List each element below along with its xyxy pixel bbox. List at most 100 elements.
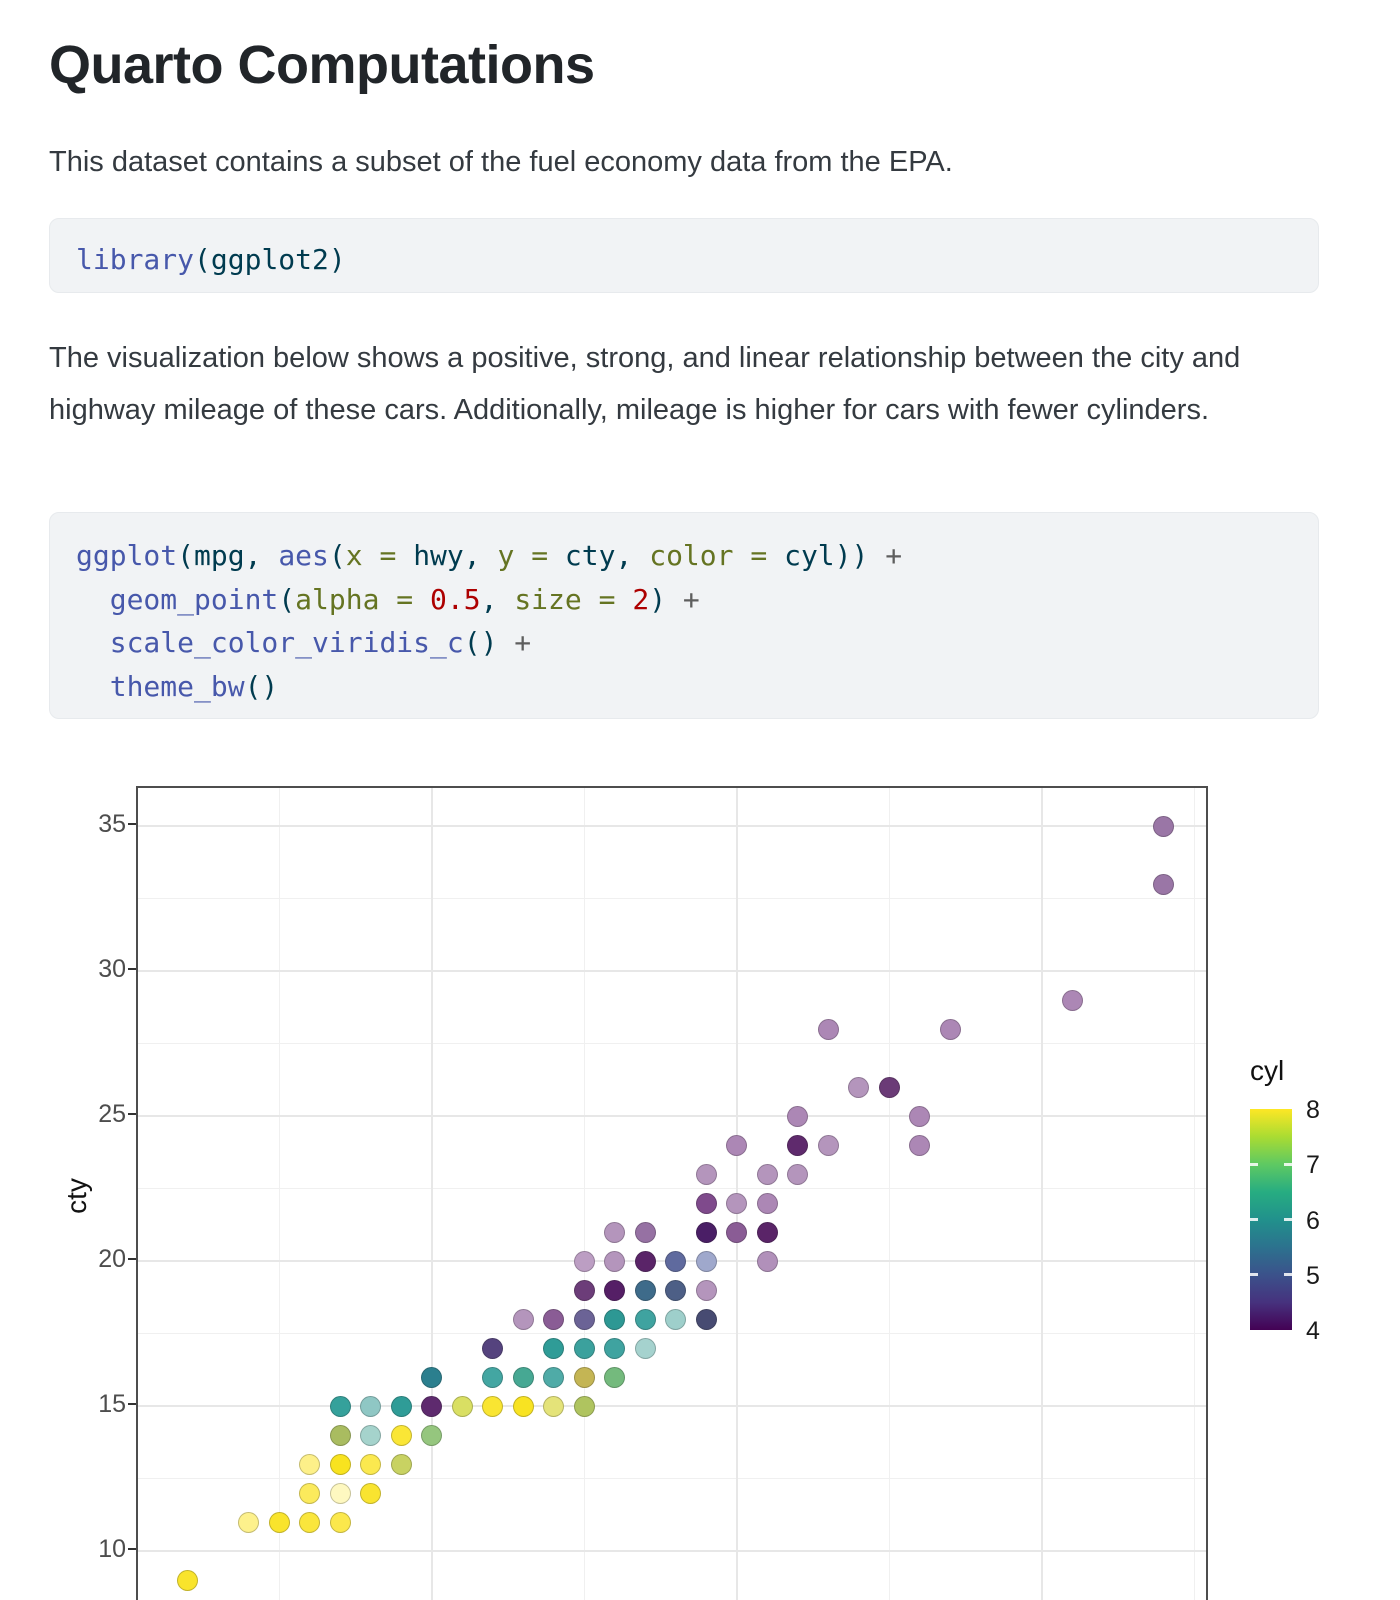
gridline-horizontal	[138, 1188, 1206, 1189]
data-point	[482, 1395, 503, 1417]
data-point	[634, 1221, 656, 1243]
code-block-ggplot: ggplot(mpg, aes(x = hwy, y = cty, color …	[49, 512, 1319, 719]
data-point	[939, 1018, 961, 1040]
data-point	[451, 1395, 473, 1417]
y-tick-label: 15	[98, 1390, 126, 1418]
gridline-horizontal	[138, 898, 1206, 899]
legend-colorbar-tick	[1284, 1162, 1292, 1166]
data-point	[573, 1279, 595, 1301]
data-point	[695, 1250, 717, 1272]
gridline-horizontal	[138, 1333, 1206, 1334]
data-point	[299, 1511, 320, 1533]
data-point	[421, 1395, 442, 1417]
data-point	[482, 1337, 503, 1359]
data-point	[695, 1163, 717, 1185]
legend-tick-label: 5	[1306, 1261, 1320, 1290]
data-point	[512, 1395, 534, 1417]
data-point	[573, 1366, 595, 1388]
data-point	[390, 1395, 412, 1417]
data-point	[604, 1366, 625, 1388]
data-point	[604, 1250, 625, 1272]
scatter-plot-figure: 35 30 25 20 15 10 cty cyl 8 7 6 5 4	[0, 755, 1400, 1600]
data-point	[695, 1279, 717, 1301]
data-point	[604, 1337, 625, 1359]
data-point	[665, 1308, 686, 1330]
data-point	[634, 1279, 656, 1301]
data-point	[665, 1279, 686, 1301]
data-point	[329, 1453, 351, 1475]
data-point	[756, 1221, 778, 1243]
data-point	[543, 1308, 564, 1330]
data-point	[360, 1424, 381, 1446]
y-tick-mark	[128, 1403, 136, 1405]
code-line: geom_point(alpha = 0.5, size = 2) +	[109, 582, 700, 616]
y-tick-label: 25	[98, 1100, 126, 1128]
data-point	[1153, 815, 1174, 837]
gridline-vertical	[888, 788, 890, 1600]
legend-colorbar-tick	[1284, 1218, 1292, 1221]
gridline-vertical	[583, 788, 585, 1600]
code-line: scale_color_viridis_c() +	[109, 626, 532, 659]
code-line: theme_bw()	[109, 669, 279, 703]
code-line: ggplot(mpg, aes(x = hwy, y = cty, color …	[76, 539, 903, 572]
data-point	[573, 1308, 595, 1330]
y-tick-label: 10	[98, 1535, 126, 1563]
intro-paragraph: This dataset contains a subset of the fu…	[49, 146, 953, 178]
data-point	[238, 1511, 259, 1533]
y-tick-mark	[128, 1548, 136, 1550]
gridline-horizontal	[138, 1115, 1206, 1117]
data-point	[329, 1482, 351, 1504]
data-point	[726, 1192, 747, 1214]
data-point	[360, 1453, 381, 1475]
data-point	[512, 1308, 534, 1330]
data-point	[482, 1366, 503, 1388]
y-tick-label: 30	[98, 955, 126, 983]
data-point	[695, 1221, 717, 1243]
gridline-vertical	[1193, 788, 1195, 1600]
data-point	[299, 1482, 320, 1504]
legend-title: cyl	[1250, 1055, 1285, 1086]
legend-tick-label: 6	[1306, 1206, 1320, 1235]
gridline-horizontal	[138, 1405, 1206, 1407]
data-point	[512, 1366, 534, 1388]
data-point	[360, 1482, 381, 1504]
data-point	[909, 1134, 930, 1156]
y-axis-title: cty	[61, 1178, 92, 1214]
data-point	[360, 1395, 381, 1417]
data-point	[726, 1134, 747, 1156]
gridline-vertical	[1040, 788, 1043, 1600]
data-point	[756, 1163, 778, 1185]
code-block-library: library(ggplot2)	[49, 218, 1319, 293]
legend-colorbar-tick	[1250, 1273, 1258, 1277]
y-tick-mark	[128, 968, 136, 970]
legend-tick-label: 7	[1306, 1151, 1320, 1180]
legend-colorbar-tick	[1284, 1273, 1292, 1277]
data-point	[756, 1250, 778, 1272]
gridline-horizontal	[138, 1043, 1206, 1044]
data-point	[1153, 873, 1174, 895]
y-tick-mark	[128, 823, 136, 825]
data-point	[878, 1076, 900, 1098]
data-point	[756, 1192, 778, 1214]
data-point	[573, 1395, 595, 1417]
data-point	[726, 1221, 747, 1243]
data-point	[573, 1250, 595, 1272]
data-point	[848, 1076, 869, 1098]
plot-panel	[136, 786, 1208, 1600]
data-point	[665, 1250, 686, 1272]
data-point	[543, 1337, 564, 1359]
page-title: Quarto Computations	[49, 35, 595, 95]
data-point	[543, 1366, 564, 1388]
data-point	[421, 1366, 442, 1388]
data-point	[604, 1221, 625, 1243]
gridline-horizontal	[138, 825, 1206, 827]
data-point	[634, 1337, 656, 1359]
data-point	[177, 1569, 198, 1591]
data-point	[268, 1511, 290, 1533]
gridline-horizontal	[138, 970, 1206, 972]
data-point	[604, 1279, 625, 1301]
y-tick-label: 35	[98, 810, 126, 838]
data-point	[390, 1424, 412, 1446]
data-point	[421, 1424, 442, 1446]
